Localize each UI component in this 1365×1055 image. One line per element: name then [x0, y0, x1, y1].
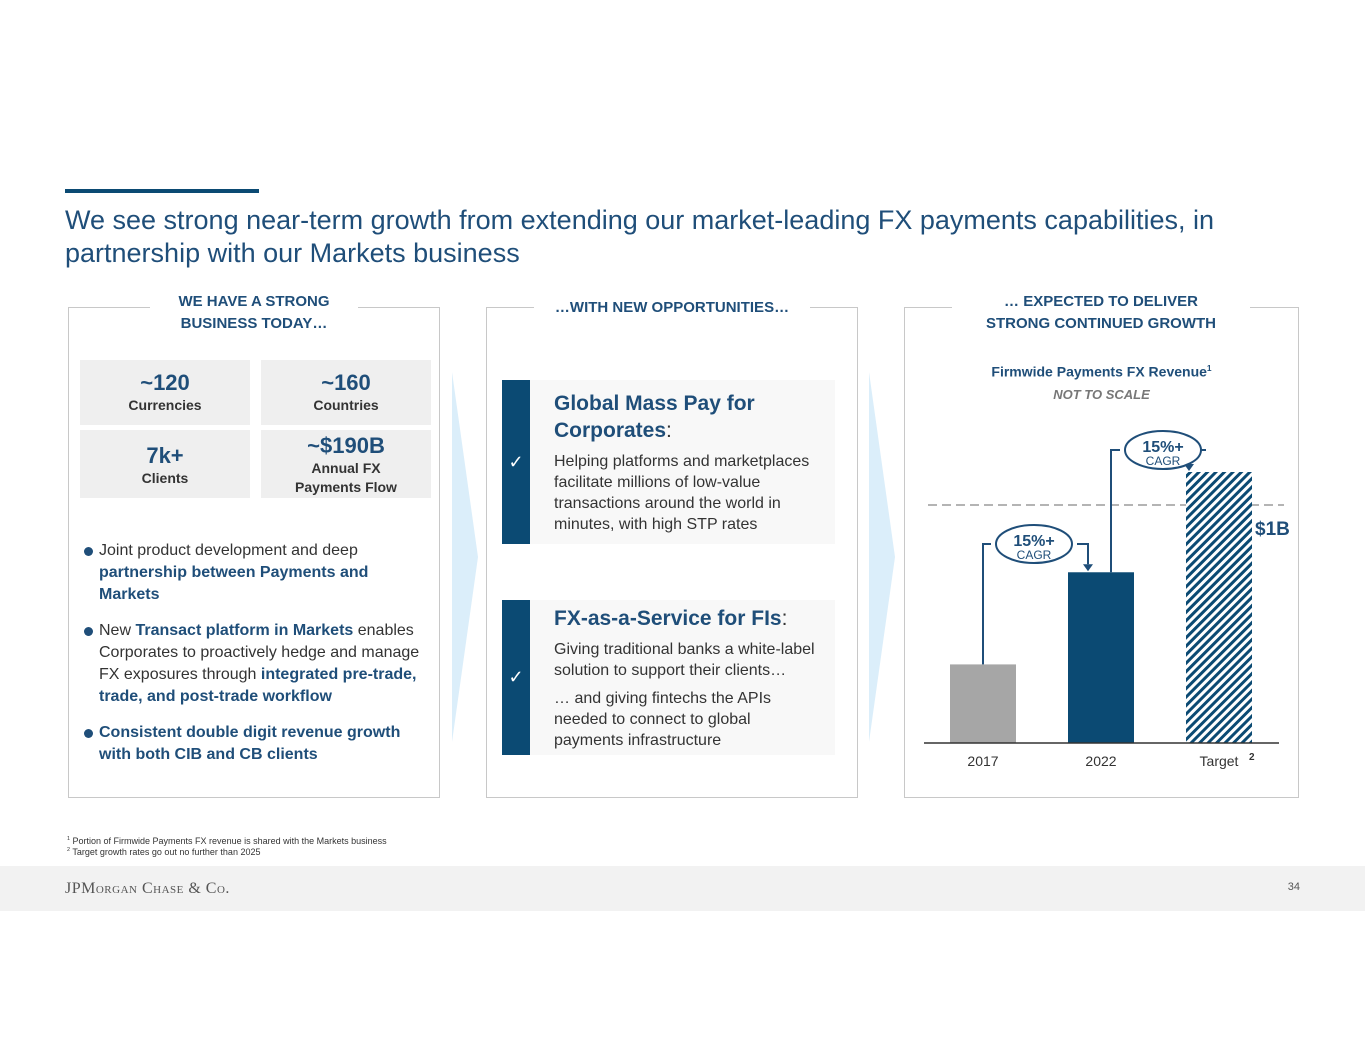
heading-line: … EXPECTED TO DELIVER	[1004, 293, 1198, 310]
stat-value: ~120	[140, 370, 190, 395]
cagr-value: 15%+	[1013, 533, 1054, 550]
chart-title-text: Firmwide Payments FX Revenue	[991, 363, 1207, 380]
chart-title: Firmwide Payments FX Revenue1	[905, 363, 1298, 380]
bullet-text: Joint product development and deep	[99, 542, 358, 559]
company-logo: JPMorgan Chase & Co.	[65, 880, 230, 897]
footnote-marker: 1	[67, 836, 70, 842]
opportunity-title-line: Global Mass Pay for	[554, 392, 755, 415]
x-tick-footnote: 2	[1249, 752, 1255, 763]
cagr-value: 15%+	[1142, 439, 1183, 456]
stat-label: Annual FX	[311, 460, 381, 476]
x-tick-label: 2022	[1085, 753, 1116, 769]
stat-value: 7k+	[146, 443, 184, 468]
stat-label: Countries	[313, 397, 379, 413]
opportunity-colon: :	[781, 607, 788, 630]
page-title: We see strong near-term growth from exte…	[65, 205, 1215, 268]
opportunity-title: Global Mass Pay for Corporates:	[554, 390, 755, 444]
chart-subtitle: NOT TO SCALE	[1053, 387, 1150, 402]
footnote-text: Portion of Firmwide Payments FX revenue …	[72, 836, 387, 846]
stat-currencies: ~120 Currencies	[80, 360, 250, 425]
bullet-text: New	[99, 622, 136, 639]
page-number: 34	[1287, 881, 1300, 893]
footnote-2: 2 Target growth rates go out no further …	[67, 847, 260, 857]
opportunity-title-line: Corporates	[554, 419, 667, 442]
opportunity-card-mass-pay: ✓ Global Mass Pay for Corporates: Helpin…	[502, 380, 835, 544]
check-icon: ✓	[508, 451, 524, 472]
opportunity-card-fx-as-a-service: ✓ FX-as-a-Service for FIs: Giving tradit…	[502, 600, 835, 755]
opportunity-text-2: … and giving fintechs the APIs needed to…	[554, 690, 772, 749]
bullet-highlight: Transact platform in Markets	[135, 622, 354, 639]
bullet-text: enables Corporates to proactively hedge …	[99, 622, 420, 683]
stat-clients: 7k+ Clients	[80, 430, 250, 498]
cagr-label: CAGR	[1146, 454, 1181, 468]
stat-value: ~$190B	[307, 433, 385, 458]
cagr-bubble	[1124, 430, 1202, 470]
cagr-connector	[1110, 449, 1120, 573]
stat-value: ~160	[321, 370, 371, 395]
list-item: Consistent double digit revenue growth w…	[84, 722, 429, 766]
stat-annual-fx: ~$190B Annual FX Payments Flow	[261, 430, 431, 498]
opportunity-title: FX-as-a-Service for FIs:	[554, 605, 787, 632]
check-strip: ✓	[502, 380, 530, 544]
bar-2022	[1068, 572, 1134, 743]
cagr-bubble	[995, 524, 1073, 564]
bullet-highlight: integrated pre-trade, trade, and post-tr…	[99, 666, 417, 705]
footnote-text: Target growth rates go out no further th…	[72, 847, 261, 857]
opportunity-title-line: FX-as-a-Service for FIs	[554, 607, 782, 630]
panel-growth-heading: … EXPECTED TO DELIVER STRONG CONTINUED G…	[952, 291, 1250, 335]
x-tick-label: Target	[1200, 753, 1239, 769]
strength-bullets: Joint product development and deep partn…	[84, 540, 429, 780]
stat-label: Clients	[141, 470, 189, 486]
bar-2017	[950, 664, 1016, 743]
title-accent-bar	[65, 189, 259, 193]
panel-opportunities-heading: …WITH NEW OPPORTUNITIES…	[534, 297, 810, 319]
bar-target	[1186, 472, 1252, 743]
cagr-connector	[982, 543, 991, 665]
footnote-marker: 2	[67, 847, 70, 853]
opportunity-text: Helping platforms and marketplaces facil…	[554, 453, 810, 533]
footer-bar	[0, 866, 1365, 911]
chart-title-footnote: 1	[1206, 363, 1212, 373]
stat-label: Currencies	[128, 397, 202, 413]
bullet-highlight: Consistent double digit revenue growth w…	[99, 724, 401, 763]
bullet-highlight: partnership between Payments and Markets	[99, 564, 369, 603]
stat-countries: ~160 Countries	[261, 360, 431, 425]
opportunity-colon: :	[666, 419, 672, 442]
list-item: New Transact platform in Markets enables…	[84, 620, 429, 708]
x-tick-label: 2017	[967, 753, 998, 769]
footnote-1: 1 Portion of Firmwide Payments FX revenu…	[67, 836, 387, 846]
check-icon: ✓	[508, 667, 524, 687]
check-strip: ✓	[502, 600, 530, 755]
cagr-label: CAGR	[1017, 548, 1052, 562]
chevron-arrow-2	[869, 372, 895, 742]
stat-label-line2: Payments Flow	[295, 479, 397, 495]
heading-line: WE HAVE A STRONG	[178, 293, 330, 310]
list-item: Joint product development and deep partn…	[84, 540, 429, 606]
cagr-connector	[1077, 543, 1089, 565]
heading-line: BUSINESS TODAY…	[180, 315, 328, 332]
cagr-arrowhead	[1083, 564, 1093, 572]
opportunity-text: Giving traditional banks a white-label s…	[554, 641, 815, 679]
heading-line: STRONG CONTINUED GROWTH	[986, 315, 1216, 332]
reference-label: $1B	[1255, 519, 1290, 540]
chevron-arrow-1	[452, 372, 478, 742]
panel-business-today-heading: WE HAVE A STRONG BUSINESS TODAY…	[150, 291, 358, 335]
